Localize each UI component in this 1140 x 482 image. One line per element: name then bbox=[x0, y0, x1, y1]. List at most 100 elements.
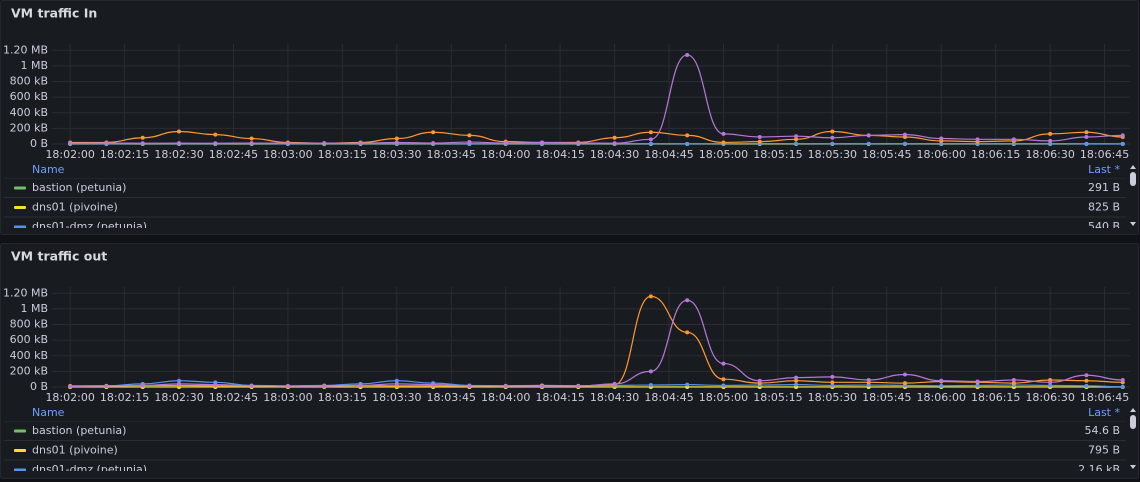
x-tick-label: 18:02:15 bbox=[100, 148, 149, 161]
legend-name: bastion (petunia) bbox=[32, 181, 126, 194]
panel: VM traffic out 0 B 200 kB 400 kB 600 kB 800 k… bbox=[0, 243, 1139, 479]
data-point bbox=[685, 133, 690, 138]
legend-swatch bbox=[14, 225, 26, 228]
data-point bbox=[1084, 130, 1089, 135]
data-point bbox=[1120, 377, 1125, 382]
data-point bbox=[140, 135, 145, 140]
data-point bbox=[1084, 378, 1089, 383]
data-point bbox=[794, 378, 799, 383]
scroll-up bbox=[1130, 408, 1136, 412]
data-point bbox=[830, 141, 835, 146]
x-tick-label: 18:04:30 bbox=[590, 148, 639, 161]
legend-last: 2.16 kB bbox=[1078, 463, 1120, 476]
data-point bbox=[68, 141, 73, 146]
data-point bbox=[467, 133, 472, 138]
y-tick-label: 400 kB bbox=[10, 349, 48, 362]
data-point bbox=[757, 378, 762, 383]
data-point bbox=[721, 131, 726, 136]
data-point bbox=[830, 374, 835, 379]
x-tick-label: 18:06:45 bbox=[1080, 148, 1129, 161]
x-tick-label: 18:04:00 bbox=[481, 148, 530, 161]
data-point bbox=[830, 129, 835, 134]
data-point bbox=[576, 141, 581, 146]
legend-last: 825 B bbox=[1088, 201, 1120, 214]
data-point bbox=[648, 383, 653, 388]
y-tick-label: 600 kB bbox=[10, 90, 48, 103]
x-tick-label: 18:03:15 bbox=[318, 391, 367, 404]
x-tick-label: 18:03:45 bbox=[427, 148, 476, 161]
data-point bbox=[648, 137, 653, 142]
data-point bbox=[140, 383, 145, 388]
data-point bbox=[285, 384, 290, 389]
data-point bbox=[177, 141, 182, 146]
data-point bbox=[685, 330, 690, 335]
legend-name: dns01-dmz (petunia) bbox=[32, 220, 147, 233]
x-tick-label: 18:02:45 bbox=[209, 148, 258, 161]
data-point bbox=[612, 381, 617, 386]
x-tick-label: 18:03:00 bbox=[263, 391, 312, 404]
y-tick-label: 1.20 MB bbox=[3, 286, 48, 299]
data-point bbox=[975, 383, 980, 388]
y-tick-label: 0 B bbox=[30, 380, 48, 393]
y-tick-label: 0 B bbox=[30, 137, 48, 150]
data-point bbox=[685, 52, 690, 57]
x-tick-label: 18:03:30 bbox=[372, 148, 421, 161]
data-point bbox=[939, 141, 944, 146]
x-tick-label: 18:03:15 bbox=[318, 148, 367, 161]
data-point bbox=[794, 137, 799, 142]
data-point bbox=[975, 137, 980, 142]
x-tick-label: 18:05:00 bbox=[699, 391, 748, 404]
legend-name: bastion (petunia) bbox=[32, 424, 126, 437]
data-point bbox=[68, 384, 73, 389]
data-point bbox=[1011, 377, 1016, 382]
data-point bbox=[467, 140, 472, 145]
data-point bbox=[467, 383, 472, 388]
data-point bbox=[648, 369, 653, 374]
data-point bbox=[249, 136, 254, 141]
y-tick-label: 400 kB bbox=[10, 106, 48, 119]
data-point bbox=[1048, 380, 1053, 385]
data-point bbox=[757, 134, 762, 139]
x-tick-label: 18:04:15 bbox=[535, 148, 584, 161]
x-tick-label: 18:03:45 bbox=[427, 391, 476, 404]
data-point bbox=[1084, 383, 1089, 388]
legend-last: 795 B bbox=[1088, 444, 1120, 457]
data-point bbox=[540, 140, 544, 145]
data-point bbox=[794, 382, 799, 387]
data-point bbox=[685, 141, 690, 146]
data-point bbox=[721, 361, 726, 366]
x-tick-label: 18:06:30 bbox=[1025, 148, 1074, 161]
data-point bbox=[431, 382, 436, 387]
data-point bbox=[1084, 134, 1089, 139]
x-tick-label: 18:04:45 bbox=[644, 391, 693, 404]
data-point bbox=[249, 141, 254, 146]
data-point bbox=[576, 384, 581, 389]
data-point bbox=[503, 141, 508, 146]
data-point bbox=[902, 372, 907, 377]
scrollbar-track bbox=[1129, 163, 1137, 229]
y-tick-label: 800 kB bbox=[10, 318, 48, 331]
data-point bbox=[1048, 383, 1053, 388]
y-tick-label: 200 kB bbox=[10, 121, 48, 134]
x-tick-label: 18:03:30 bbox=[372, 391, 421, 404]
scroll-down bbox=[1130, 222, 1136, 226]
data-point bbox=[213, 132, 218, 137]
y-tick-label: 1 MB bbox=[20, 59, 48, 72]
data-point bbox=[1084, 141, 1089, 146]
data-point bbox=[1011, 141, 1016, 146]
data-point bbox=[394, 136, 399, 141]
data-point bbox=[830, 135, 835, 140]
data-point bbox=[866, 133, 871, 138]
y-tick-label: 800 kB bbox=[10, 75, 48, 88]
legend-swatch bbox=[14, 468, 26, 471]
x-tick-label: 18:06:30 bbox=[1025, 391, 1074, 404]
panel: VM traffic In 0 B 200 kB 400 kB 600 kB 800 kB… bbox=[0, 0, 1139, 235]
data-point bbox=[939, 136, 944, 141]
data-point bbox=[648, 294, 653, 299]
data-point bbox=[794, 375, 799, 380]
data-point bbox=[1120, 133, 1125, 138]
scrollbar-track bbox=[1129, 406, 1137, 472]
data-point bbox=[213, 141, 218, 146]
legend-header: Last * bbox=[1088, 163, 1120, 176]
panel-background bbox=[0, 0, 1139, 235]
